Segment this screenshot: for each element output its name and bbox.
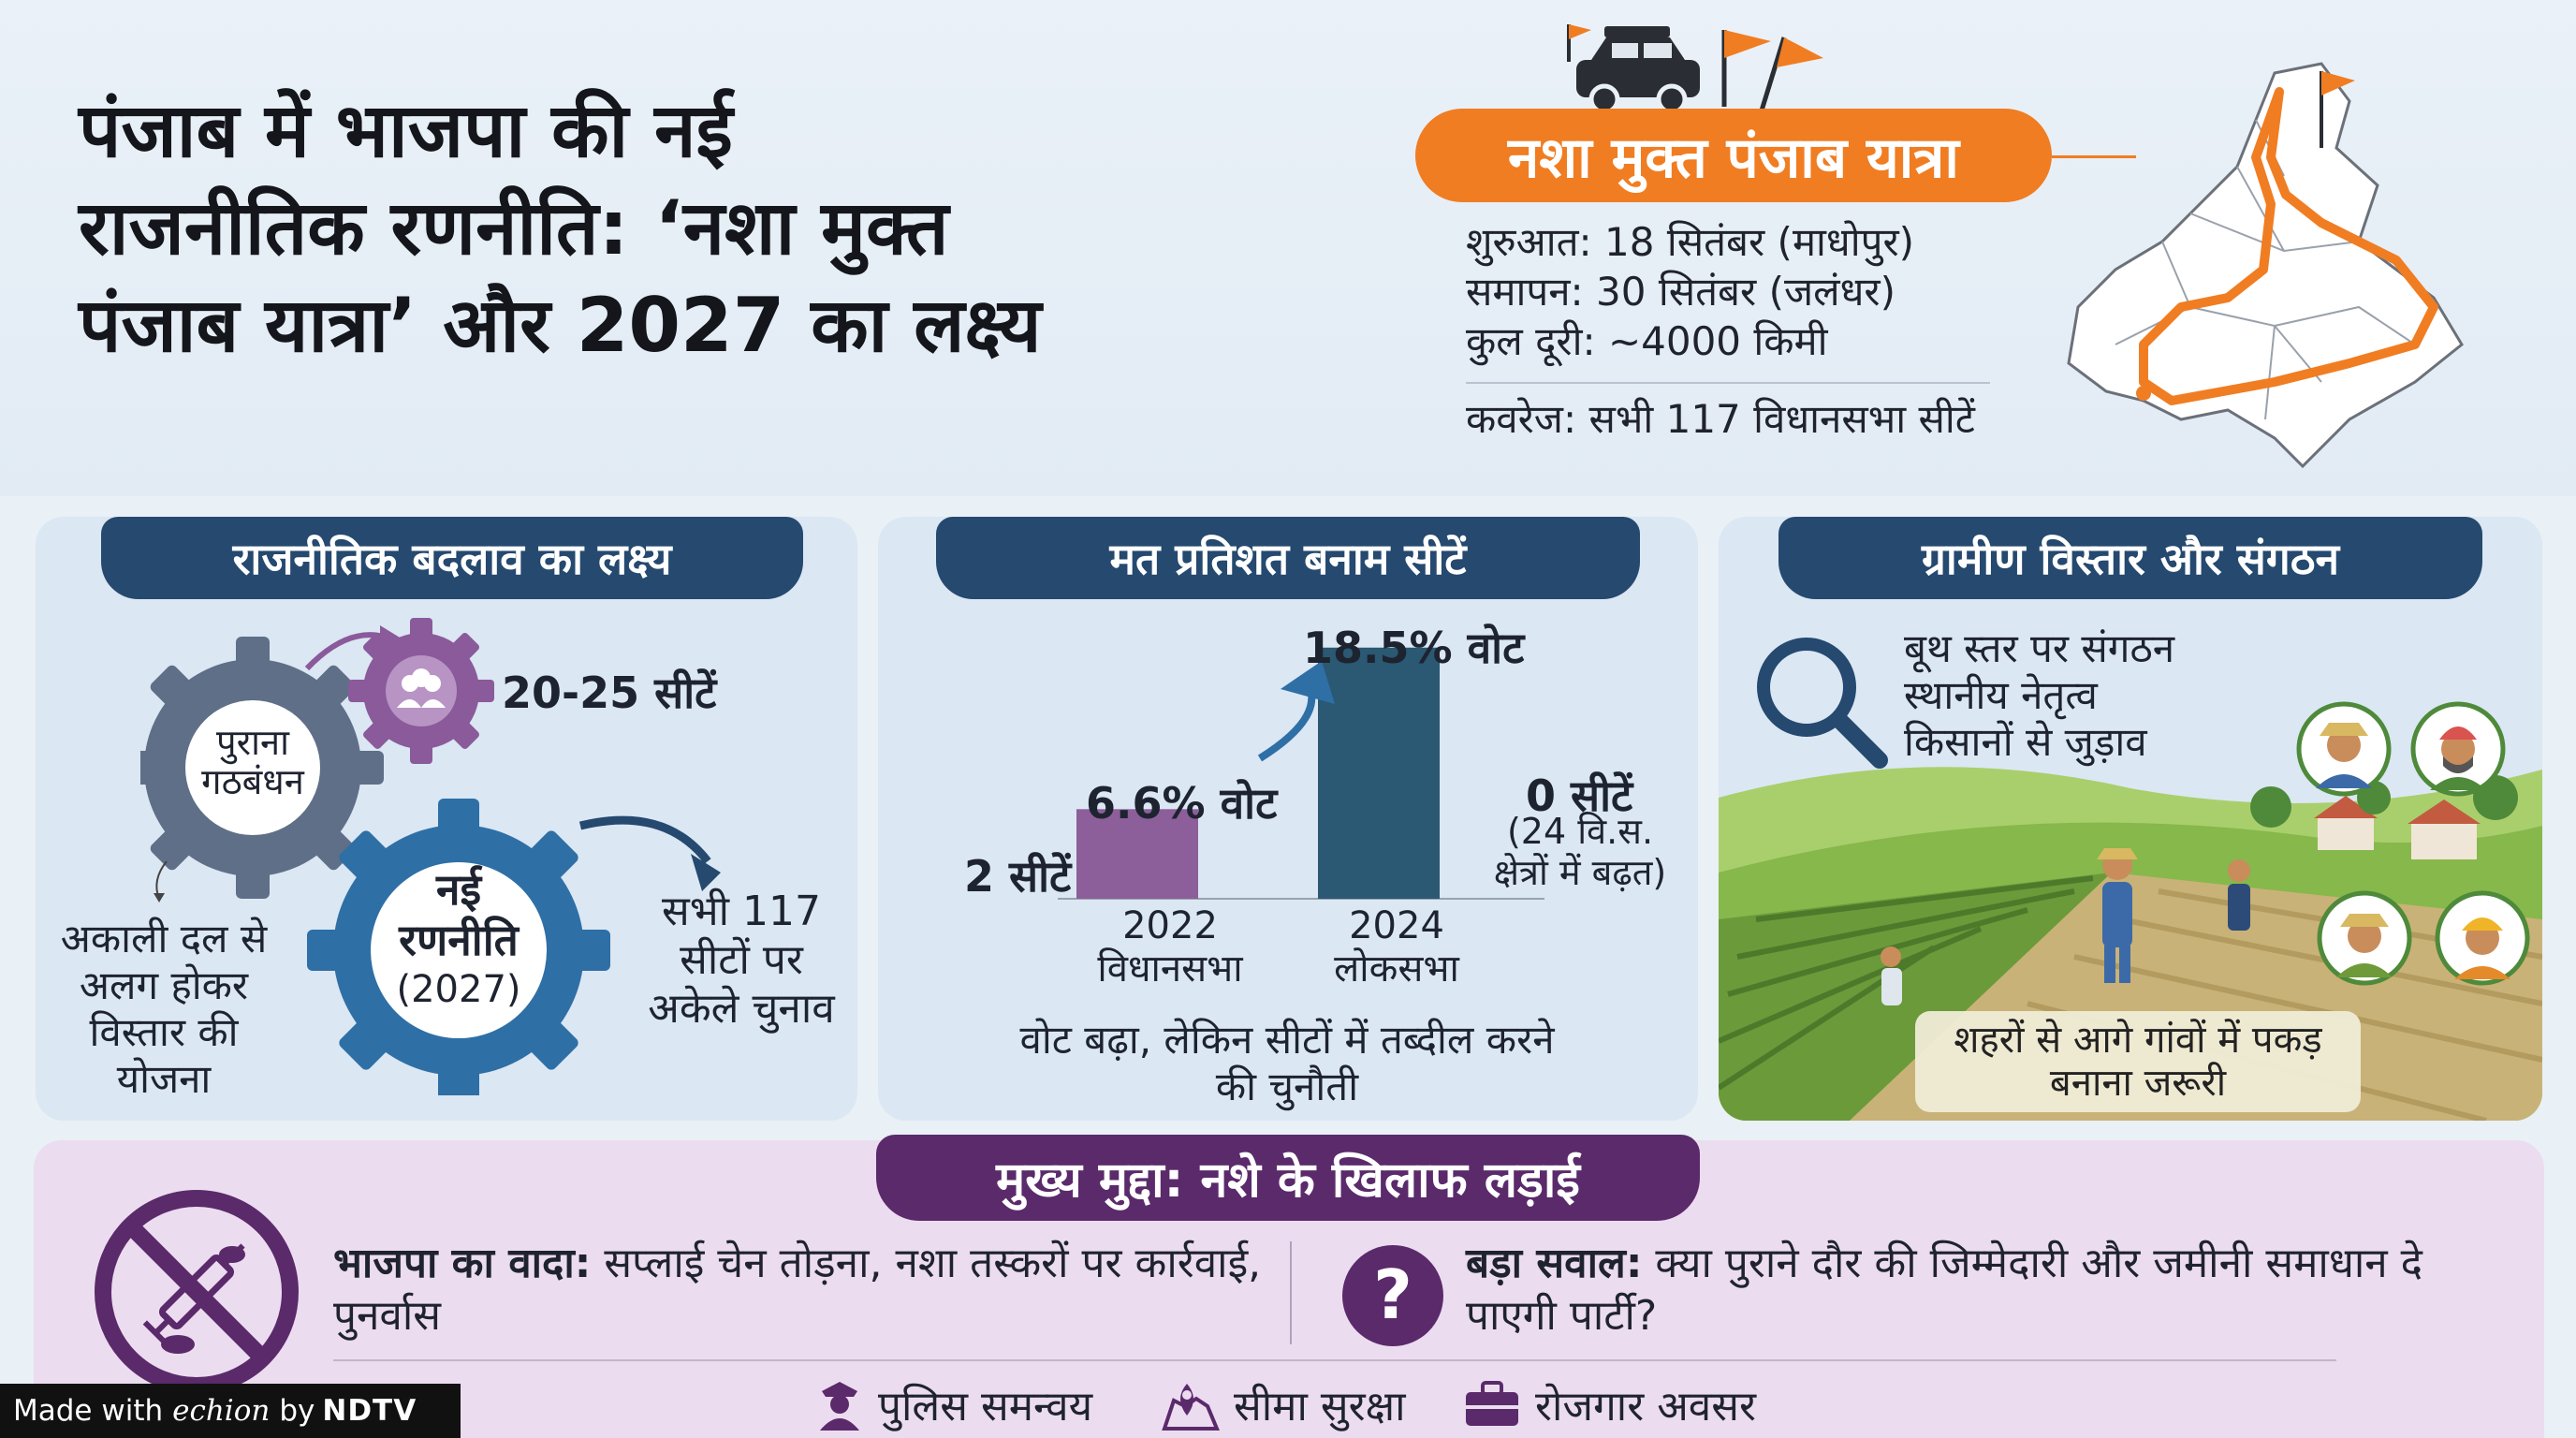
yatra-distance: कुल दूरी: ~4000 किमी — [1466, 318, 1828, 364]
avatars-top — [2296, 701, 2506, 797]
feature-jobs: रोजगार अवसर — [1462, 1376, 1756, 1432]
yatra-end: समापन: 30 सितंबर (जलंधर) — [1466, 269, 1895, 315]
feature-border-label: सीमा सुरक्षा — [1234, 1383, 1406, 1431]
farmer-avatar-icon — [2296, 701, 2392, 797]
question-label: बड़ा सवाल: — [1466, 1240, 1643, 1287]
category-2022-year: 2022 — [1122, 904, 1218, 947]
header-band — [0, 0, 2576, 496]
no-drugs-icon — [95, 1190, 299, 1394]
category-2024-year: 2024 — [1349, 904, 1444, 947]
promise-label: भाजपा का वादा: — [333, 1240, 592, 1287]
page-title: पंजाब में भाजपा की नई राजनीतिक रणनीति: ‘… — [79, 82, 1295, 374]
map-pin-icon — [1162, 1384, 1220, 1431]
farmer-avatar-icon — [2317, 890, 2412, 986]
worker-avatar-icon — [2435, 890, 2530, 986]
title-line-1: पंजाब में भाजपा की नई — [79, 87, 733, 174]
seats-2024-note: (24 वि.स. क्षेत्रों में बढ़त) — [1493, 811, 1667, 893]
rural-points-list: बूथ स्तर पर संगठन स्थानीय नेतृत्व किसानो… — [1904, 625, 2174, 766]
badge-prefix: Made with — [13, 1394, 164, 1428]
arrow-icon — [578, 815, 711, 864]
old-alliance-label: पुराना गठबंधन — [201, 722, 304, 802]
left-note: अकाली दल से अलग होकर विस्तार की योजना — [60, 916, 268, 1102]
rural-note: शहरों से आगे गांवों में पकड़ बनाना जरूरी — [1915, 1011, 2361, 1112]
badge-by: by — [279, 1394, 315, 1428]
category-2022: 2022 विधानसभा — [1076, 904, 1264, 990]
police-icon — [820, 1382, 859, 1431]
small-gear-icon — [348, 618, 494, 764]
rural-point-3: किसानों से जुड़ाव — [1904, 719, 2147, 765]
punjab-route-map — [2067, 62, 2464, 469]
magnifying-glass-icon — [1757, 638, 1888, 769]
feature-police: पुलिस समन्वय — [814, 1376, 1092, 1432]
seats-2022-label: 2 सीटें — [964, 851, 1072, 902]
flag-icon — [2321, 71, 2355, 95]
category-2024-label: लोकसभा — [1334, 947, 1459, 990]
right-note: सभी 117 सीटों पर अकेले चुनाव — [648, 888, 835, 1033]
arrow-icon — [304, 632, 385, 671]
bjp-promise: भाजपा का वादा: सप्लाई चेन तोड़ना, नशा तस… — [333, 1238, 1269, 1343]
yatra-coverage: कवरेज: सभी 117 विधानसभा सीटें — [1466, 396, 1975, 442]
category-2024: 2024 लोकसभा — [1303, 904, 1490, 990]
bar-2022 — [1076, 809, 1198, 899]
avatars-bottom — [2317, 890, 2530, 986]
category-2022-label: विधानसभा — [1097, 947, 1243, 990]
growth-arrow-icon — [1257, 687, 1316, 762]
briefcase-icon — [1466, 1381, 1518, 1426]
sikh-farmer-avatar-icon — [2410, 701, 2506, 797]
vote-2024-label: 18.5% वोट — [1303, 623, 1525, 673]
badge-ndtv: NDTV — [322, 1394, 417, 1428]
divider — [1466, 382, 1990, 384]
divider — [333, 1359, 2336, 1361]
car-with-flags-icon — [1567, 24, 1823, 115]
farmer-icon — [2228, 859, 2250, 931]
badge-brand: echion — [172, 1394, 271, 1428]
new-strategy-gear-icon — [307, 799, 610, 1095]
new-strategy-line2: रणनीति — [399, 915, 519, 965]
question-text: क्या पुराने दौर की जिम्मेदारी और जमीनी स… — [1466, 1240, 2423, 1340]
bottom-title: मुख्य मुद्दा: नशे के खिलाफ लड़ाई — [876, 1135, 1700, 1221]
yatra-connector-line — [2052, 155, 2136, 158]
new-strategy-year: (2027) — [396, 968, 521, 1011]
feature-police-label: पुलिस समन्वय — [878, 1383, 1093, 1431]
bar-2024 — [1318, 647, 1440, 899]
new-strategy-line1: नई — [435, 864, 482, 915]
big-question: बड़ा सवाल: क्या पुराने दौर की जिम्मेदारी… — [1466, 1238, 2439, 1343]
feature-border: सीमा सुरक्षा — [1161, 1376, 1406, 1432]
chart-caption: वोट बढ़ा, लेकिन सीटों में तब्दील करने की… — [1019, 1017, 1555, 1109]
panel-vote-vs-seats — [878, 517, 1698, 1121]
svg-text:?: ? — [1373, 1255, 1412, 1334]
title-line-3: पंजाब यात्रा’ और 2027 का लक्ष्य — [79, 282, 1042, 369]
rural-point-1: बूथ स्तर पर संगठन — [1904, 625, 2175, 671]
yatra-name-pill: नशा मुक्त पंजाब यात्रा — [1415, 109, 2052, 202]
seats-2024-label: 0 सीटें — [1526, 770, 1633, 821]
promise-text: सप्लाई चेन तोड़ना, नशा तस्करों पर कार्रव… — [333, 1240, 1262, 1340]
divider — [1290, 1241, 1292, 1344]
feature-jobs-label: रोजगार अवसर — [1535, 1383, 1757, 1431]
gears-illustration — [140, 618, 721, 1095]
rural-point-2: स्थानीय नेतृत्व — [1904, 672, 2098, 718]
farmer-icon — [2097, 848, 2138, 983]
panel-3-title: ग्रामीण विस्तार और संगठन — [1778, 517, 2482, 599]
made-with-badge[interactable]: Made with echion by NDTV — [0, 1384, 461, 1438]
yatra-route — [2139, 87, 2438, 405]
title-line-2: राजनीतिक रणनीति: ‘नशा मुक्त — [79, 184, 949, 271]
panel-2-title: मत प्रतिशत बनाम सीटें — [936, 517, 1640, 599]
farmer-icon — [1881, 946, 1902, 1005]
old-alliance-gear-icon — [140, 637, 384, 899]
vote-2022-label: 6.6% वोट — [1086, 778, 1278, 829]
yatra-start: शुरुआत: 18 सितंबर (माधोपुर) — [1466, 219, 1915, 265]
yatra-details: शुरुआत: 18 सितंबर (माधोपुर) समापन: 30 सि… — [1466, 217, 1914, 366]
new-strategy-label: नई रणनीति (2027) — [384, 859, 534, 1011]
vote-bar-chart — [1058, 647, 1544, 900]
question-icon: ? — [1342, 1245, 1443, 1346]
panel-1-title: राजनीतिक बदलाव का लक्ष्य — [101, 517, 803, 599]
seats-20-25-label: 20-25 सीटें — [502, 668, 717, 718]
